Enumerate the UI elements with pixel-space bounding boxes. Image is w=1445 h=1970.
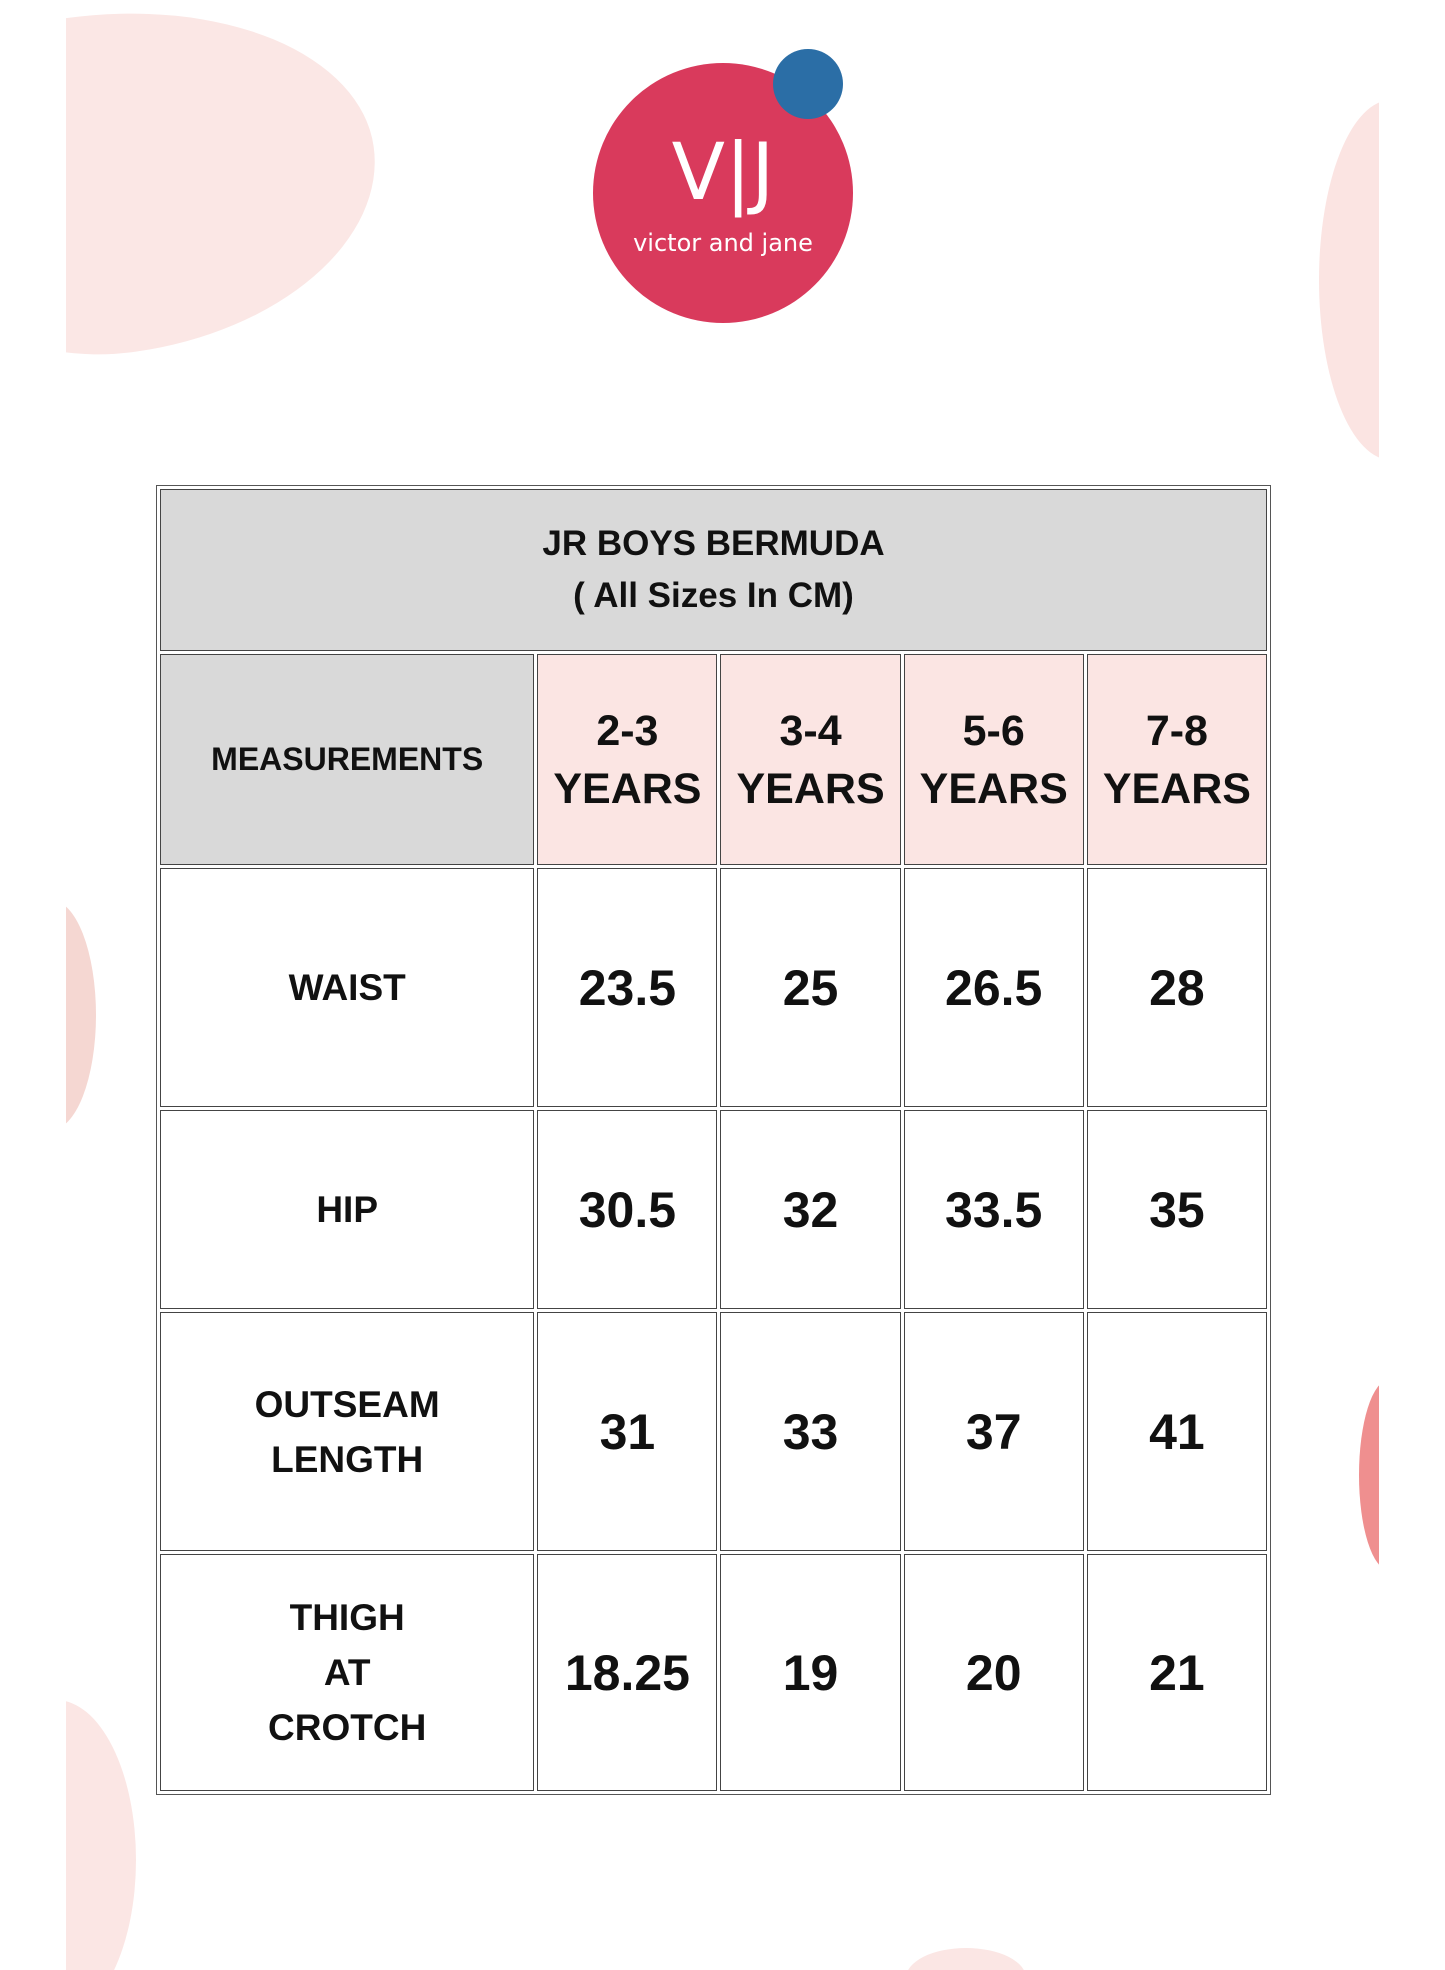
table-title-cell: JR BOYS BERMUDA ( All Sizes In CM) (160, 489, 1267, 651)
value-cell: 33.5 (903, 1110, 1084, 1310)
table-row: THIGH AT CROTCH 18.25 19 20 21 (160, 1554, 1267, 1791)
value-cell: 25 (720, 868, 901, 1108)
decorative-blob (1319, 100, 1379, 460)
size-unit: YEARS (919, 764, 1068, 813)
table-title: JR BOYS BERMUDA (542, 523, 885, 563)
value-cell: 28 (1086, 868, 1267, 1108)
value-cell: 23.5 (537, 868, 718, 1108)
value-cell: 35 (1086, 1110, 1267, 1310)
size-header: 5-6 YEARS (903, 653, 1084, 866)
value-cell: 30.5 (537, 1110, 718, 1310)
brand-logo: V|J victor and jane (593, 49, 853, 323)
size-range: 7-8 (1145, 706, 1208, 755)
row-label-line: HIP (316, 1189, 378, 1231)
size-range: 5-6 (962, 706, 1025, 755)
size-header: 2-3 YEARS (537, 653, 718, 866)
row-label: WAIST (160, 868, 535, 1108)
value-cell: 26.5 (903, 868, 1084, 1108)
row-label-line: CROTCH (268, 1707, 427, 1749)
table-row: WAIST 23.5 25 26.5 28 (160, 868, 1267, 1108)
value-cell: 31 (537, 1312, 718, 1552)
table-subtitle: ( All Sizes In CM) (573, 575, 854, 615)
logo-dot-icon (773, 49, 843, 119)
value-cell: 19 (720, 1554, 901, 1791)
table-row: OUTSEAM LENGTH 31 33 37 41 (160, 1312, 1267, 1552)
size-header: 3-4 YEARS (720, 653, 901, 866)
value-cell: 33 (720, 1312, 901, 1552)
size-range: 2-3 (596, 706, 659, 755)
row-label: OUTSEAM LENGTH (160, 1312, 535, 1552)
decorative-blob (1359, 1380, 1379, 1570)
value-cell: 21 (1086, 1554, 1267, 1791)
row-label-line: LENGTH (271, 1438, 424, 1480)
measurements-header: MEASUREMENTS (160, 653, 535, 866)
row-label-line: AT (323, 1652, 371, 1694)
decorative-blob (66, 900, 96, 1130)
row-label: HIP (160, 1110, 535, 1310)
size-chart-table: JR BOYS BERMUDA ( All Sizes In CM) MEASU… (156, 485, 1271, 1795)
value-cell: 37 (903, 1312, 1084, 1552)
decorative-blob (66, 0, 398, 382)
row-label-line: WAIST (288, 967, 406, 1009)
value-cell: 20 (903, 1554, 1084, 1791)
size-unit: YEARS (1102, 764, 1251, 813)
value-cell: 32 (720, 1110, 901, 1310)
decorative-blob (906, 1948, 1026, 1970)
row-label-line: OUTSEAM (254, 1383, 440, 1425)
value-cell: 41 (1086, 1312, 1267, 1552)
row-label-line: THIGH (289, 1597, 405, 1639)
logo-mark: V|J (671, 128, 775, 218)
decorative-blob (66, 1700, 136, 1970)
size-unit: YEARS (553, 764, 702, 813)
size-range: 3-4 (779, 706, 842, 755)
row-label: THIGH AT CROTCH (160, 1554, 535, 1791)
logo-wordmark: victor and jane (633, 229, 813, 257)
size-header: 7-8 YEARS (1086, 653, 1267, 866)
value-cell: 18.25 (537, 1554, 718, 1791)
size-unit: YEARS (736, 764, 885, 813)
table-row: HIP 30.5 32 33.5 35 (160, 1110, 1267, 1310)
